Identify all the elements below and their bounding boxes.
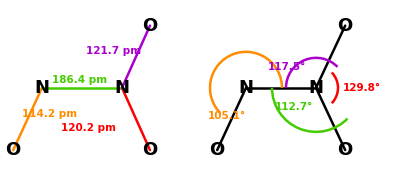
Text: N: N (308, 79, 324, 97)
Text: O: O (6, 141, 21, 159)
Text: O: O (142, 141, 158, 159)
Text: 114.2 pm: 114.2 pm (22, 109, 77, 119)
Text: O: O (210, 141, 225, 159)
Text: 121.7 pm: 121.7 pm (86, 46, 142, 56)
Text: 129.8°: 129.8° (343, 83, 381, 93)
Text: N: N (114, 79, 130, 97)
Text: O: O (338, 17, 353, 35)
Text: 117.5°: 117.5° (268, 62, 306, 72)
Text: N: N (238, 79, 254, 97)
Text: 105.1°: 105.1° (208, 111, 246, 121)
Text: O: O (338, 141, 353, 159)
Text: 120.2 pm: 120.2 pm (61, 123, 116, 133)
Text: 112.7°: 112.7° (275, 102, 313, 112)
Text: O: O (142, 17, 158, 35)
Text: 186.4 pm: 186.4 pm (52, 75, 108, 85)
Text: N: N (34, 79, 50, 97)
